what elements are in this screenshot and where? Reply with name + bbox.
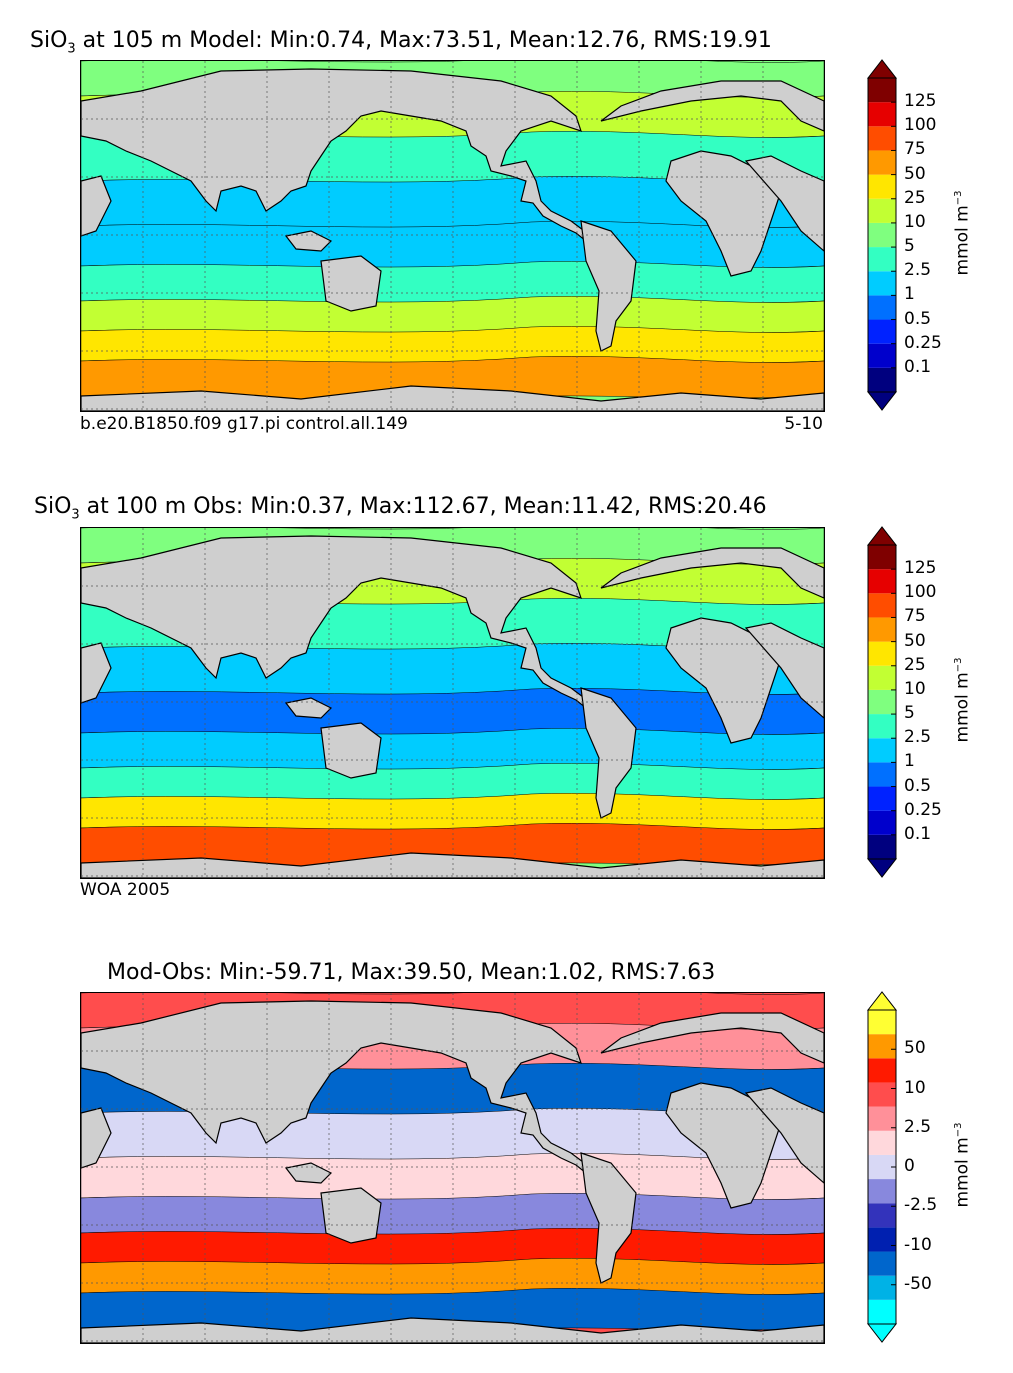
colorbar-segment [868, 343, 896, 368]
colorbar-tick-label: 50 [904, 1038, 926, 1059]
model-map [80, 60, 825, 412]
colorbar-tick-label: 100 [904, 115, 937, 136]
colorbar-segment [868, 150, 896, 175]
colorbar-segment [868, 1251, 896, 1276]
colorbar-segment [868, 1010, 896, 1035]
colorbar-segment [868, 1179, 896, 1204]
colorbar-segment [868, 78, 896, 103]
colorbar-tick-label: 125 [904, 91, 937, 112]
colorbar-segment [868, 1082, 896, 1107]
colorbar-segment [868, 810, 896, 835]
colorbar-segment [868, 222, 896, 248]
colorbar-segment [868, 367, 896, 392]
diff-panel-title: Mod-Obs: Min:-59.71, Max:39.50, Mean:1.0… [107, 960, 716, 985]
colorbar-segment [868, 1299, 896, 1324]
colorbar-segment [868, 271, 896, 296]
colorbar-tick-label: 1 [904, 284, 915, 305]
colorbar-segment [868, 102, 896, 127]
colorbar-tick-label: 1 [904, 751, 915, 772]
colorbar-tick-label: 100 [904, 582, 937, 603]
model-year-range: 5-10 [784, 414, 823, 434]
colorbar-segment [868, 295, 896, 320]
colorbar-tick-label: 10 [904, 1077, 926, 1098]
colorbar-segment [868, 569, 896, 594]
obs-dataset-name: WOA 2005 [80, 880, 171, 900]
colorbar-segment [868, 1106, 896, 1131]
colorbar-tick-label: 2.5 [904, 727, 932, 748]
colorbar-tick-label: -10 [904, 1234, 932, 1255]
colorbar-segment [868, 1227, 896, 1252]
obs-panel-title: SiO3 at 100 m Obs: Min:0.37, Max:112.67,… [34, 494, 767, 523]
colorbar-tick-label: 2.5 [904, 1116, 932, 1137]
colorbar-tick-label: 0 [904, 1156, 915, 1176]
colorbar-segment [868, 834, 896, 859]
colorbar-segment [868, 545, 896, 570]
colorbar-tick-label: 25 [904, 187, 926, 208]
colorbar-tick-label: 50 [904, 630, 926, 651]
colorbar-tick-label: 10 [904, 211, 926, 232]
colorbar-segment [868, 689, 896, 715]
colorbar-tick-label: 0.25 [904, 332, 942, 353]
colorbar-tick-label: 0.1 [904, 823, 932, 844]
colorbar-segment [868, 617, 896, 642]
model-case-name: b.e20.B1850.f09 g17.pi control.all.149 [80, 414, 408, 434]
colorbar-tick-label: 0.1 [904, 356, 932, 377]
obs-map [80, 527, 825, 879]
colorbar-tick-label: -50 [904, 1273, 932, 1294]
colorbar-segment [868, 786, 896, 811]
colorbar-unit-label: mmol m−3 [952, 190, 973, 276]
colorbar-segment [868, 1130, 896, 1155]
model-panel-title: SiO3 at 105 m Model: Min:0.74, Max:73.51… [30, 28, 772, 57]
colorbar-segment [868, 247, 896, 272]
colorbar-tick-label: 0.5 [904, 308, 932, 329]
colorbar-tick-label: 10 [904, 678, 926, 699]
colorbar-segment [868, 126, 896, 151]
colorbar-segment [868, 1275, 896, 1300]
colorbar-tick-label: 25 [904, 654, 926, 675]
colorbar-tick-label: 50 [904, 163, 926, 184]
colorbar-unit-label: mmol m−3 [952, 657, 973, 743]
colorbar-segment [868, 738, 896, 763]
colorbar-segment [868, 714, 896, 739]
colorbar-unit-label: mmol m−3 [952, 1122, 973, 1208]
colorbar-tick-label: 2.5 [904, 260, 932, 281]
colorbar-tick-label: 0.25 [904, 799, 942, 820]
colorbar-segment [868, 1034, 896, 1059]
colorbar-tick-label: 75 [904, 606, 926, 627]
colorbar-segment [868, 762, 896, 787]
colorbar-tick-label: 5 [904, 236, 915, 257]
colorbar-segment [868, 1203, 896, 1228]
colorbar-segment [868, 665, 896, 690]
diff-map [80, 992, 825, 1344]
colorbar-segment [868, 1058, 896, 1083]
colorbar-segment [868, 319, 896, 344]
colorbar-segment [868, 641, 896, 666]
colorbar-segment [868, 174, 896, 199]
colorbar-tick-label: 0.5 [904, 775, 932, 796]
colorbar-tick-label: 125 [904, 558, 937, 579]
colorbar-tick-label: -2.5 [904, 1195, 938, 1216]
colorbar-segment [868, 593, 896, 618]
colorbar-segment [868, 198, 896, 223]
colorbar-tick-label: 5 [904, 703, 915, 724]
colorbar-tick-label: 75 [904, 139, 926, 160]
